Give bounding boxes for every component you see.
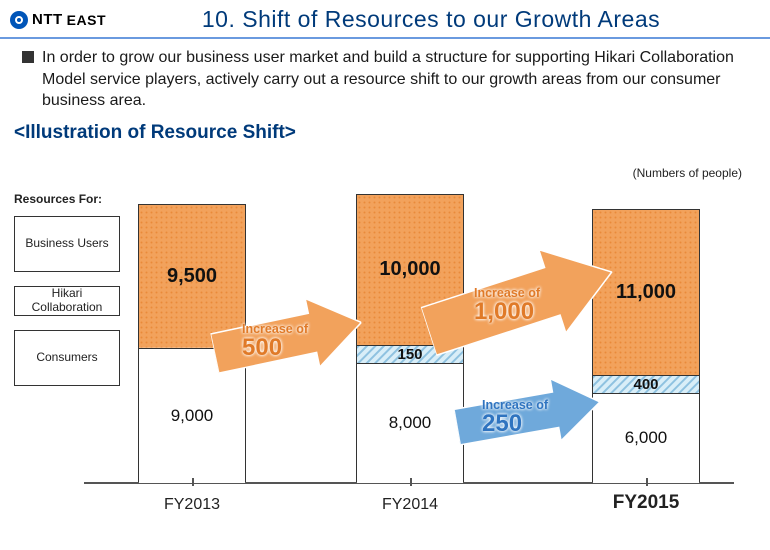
legend-consumers-label: Consumers: [36, 351, 97, 365]
legend-business: Business Users: [14, 216, 120, 272]
axis-tick: [646, 478, 648, 486]
increase-label: Increase of500: [242, 322, 308, 360]
page-title: 10. Shift of Resources to our Growth Are…: [106, 6, 756, 33]
header-rule: [0, 37, 770, 39]
axis-units-note: (Numbers of people): [633, 166, 742, 180]
bullet-square-icon: [22, 51, 34, 63]
x-label-FY2014: FY2014: [350, 496, 470, 514]
legend: Resources For: Business Users Hikari Col…: [14, 192, 120, 400]
legend-hikari: Hikari Collaboration: [14, 286, 120, 316]
logo-brand: NTT: [32, 11, 63, 28]
increase-label: Increase of250: [482, 398, 548, 436]
legend-hikari-label: Hikari Collaboration: [15, 287, 119, 315]
axis-tick: [410, 478, 412, 486]
resource-shift-chart: Resources For: Business Users Hikari Col…: [0, 182, 770, 522]
segment-hikari: 400: [593, 375, 699, 393]
legend-business-label: Business Users: [25, 237, 108, 251]
logo-mark-icon: [10, 11, 28, 29]
chart-subheading: <Illustration of Resource Shift>: [0, 112, 770, 144]
logo: NTTEAST: [10, 11, 106, 29]
x-label-FY2013: FY2013: [132, 496, 252, 514]
x-label-FY2015: FY2015: [586, 492, 706, 514]
segment-consumers: 8,000: [357, 363, 463, 483]
logo-suffix: EAST: [67, 12, 106, 28]
legend-title: Resources For:: [14, 192, 120, 206]
increase-label: Increase of1,000: [474, 286, 540, 324]
header: NTTEAST 10. Shift of Resources to our Gr…: [0, 0, 770, 37]
legend-consumers: Consumers: [14, 330, 120, 386]
bar-FY2015: 11,0004006,000: [592, 209, 700, 482]
segment-consumers: 6,000: [593, 393, 699, 483]
intro-text: In order to grow our business user marke…: [42, 47, 750, 112]
axis-tick: [192, 478, 194, 486]
intro-paragraph: In order to grow our business user marke…: [0, 47, 770, 112]
